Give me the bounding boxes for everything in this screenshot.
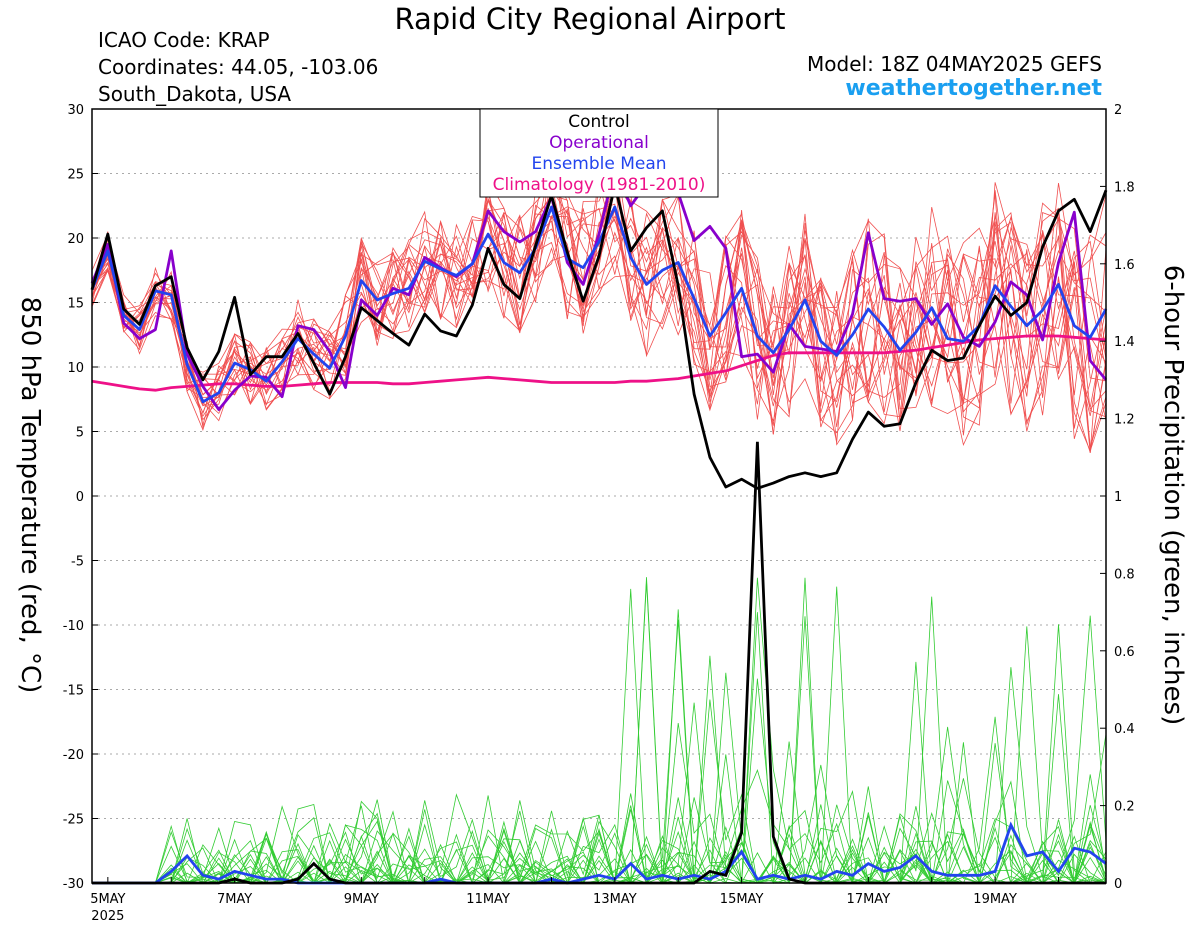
tick-label-x: 5MAY xyxy=(90,892,125,907)
tick-label-right: 0.4 xyxy=(1114,722,1135,737)
legend-entry: Operational xyxy=(549,133,649,153)
tick-label-left: -25 xyxy=(63,813,84,828)
tick-label-left: 5 xyxy=(76,426,84,441)
tick-label-right: 0.6 xyxy=(1114,645,1135,660)
legend-entry: Climatology (1981-2010) xyxy=(493,175,706,195)
temp-member-line xyxy=(91,163,1107,447)
precip-member-line xyxy=(92,577,1107,885)
precip-member-line xyxy=(92,672,1107,884)
tick-label-right: 0.8 xyxy=(1114,567,1135,582)
ensemble-mean-precip-line xyxy=(92,821,1107,885)
tick-label-x-year: 2025 xyxy=(91,909,124,924)
legend-entry: Control xyxy=(568,112,629,132)
tick-label-right: 1.4 xyxy=(1114,335,1135,350)
tick-label-right: 2 xyxy=(1114,103,1122,118)
tick-label-left: -15 xyxy=(63,684,84,699)
tick-label-x: 11MAY xyxy=(466,892,510,907)
tick-label-right: 1.2 xyxy=(1114,413,1135,428)
tick-label-left: -5 xyxy=(71,555,84,570)
tick-label-right: 0.2 xyxy=(1114,800,1135,815)
legend-box xyxy=(479,108,719,198)
precip-member-line xyxy=(92,577,1107,884)
tick-label-left: 10 xyxy=(67,361,84,376)
tick-label-x: 9MAY xyxy=(344,892,379,907)
tick-label-left: 20 xyxy=(67,232,84,247)
precip-members xyxy=(92,577,1107,885)
temp-member-line xyxy=(91,178,1107,435)
temp-member-line xyxy=(91,158,1107,453)
tick-label-left: -30 xyxy=(63,877,84,892)
temp-member-line xyxy=(91,189,1107,436)
tick-label-left: -10 xyxy=(63,619,84,634)
temp-member-line xyxy=(91,194,1107,432)
tick-label-right: 1.6 xyxy=(1114,258,1135,273)
temp-member-line xyxy=(91,150,1107,434)
chart-title: Rapid City Regional Airport xyxy=(394,2,786,36)
legend-entry: Ensemble Mean xyxy=(531,154,666,174)
tick-label-left: 30 xyxy=(67,103,84,118)
tick-label-x: 15MAY xyxy=(720,892,764,907)
tick-label-x: 19MAY xyxy=(973,892,1017,907)
tick-label-left: 0 xyxy=(76,490,84,505)
tick-label-x: 13MAY xyxy=(593,892,637,907)
tick-label-x: 17MAY xyxy=(847,892,891,907)
coordinates: Coordinates: 44.05, -103.06 xyxy=(98,55,379,79)
precip-member-line xyxy=(92,577,1107,885)
tick-label-left: -20 xyxy=(63,748,84,763)
y-axis-left-label: 850 hPa Temperature (red, °C) xyxy=(15,296,45,694)
precip-member-line xyxy=(92,612,1107,884)
tick-label-right: 0 xyxy=(1114,877,1122,892)
precip-member-line xyxy=(92,615,1107,884)
tick-label-right: 1 xyxy=(1114,490,1122,505)
site-link[interactable]: weathertogether.net xyxy=(845,76,1102,101)
precip-member-line xyxy=(92,609,1106,885)
tick-label-right: 1.8 xyxy=(1114,180,1135,195)
precip-member-line xyxy=(92,624,1106,885)
precip-member-line xyxy=(92,626,1107,885)
model-run: Model: 18Z 04MAY2025 GEFS xyxy=(807,52,1102,76)
tick-label-x: 7MAY xyxy=(217,892,252,907)
tick-label-left: 25 xyxy=(67,168,84,183)
control-temp-line xyxy=(90,183,1108,490)
icao-code: ICAO Code: KRAP xyxy=(98,28,270,52)
precip-member-line xyxy=(92,800,1106,884)
climatology-line xyxy=(91,334,1107,392)
tick-label-left: 15 xyxy=(67,297,84,312)
region: South_Dakota, USA xyxy=(98,82,292,106)
ensemble-mean-temp-line xyxy=(90,205,1108,404)
temp-member-line xyxy=(91,183,1107,431)
y-axis-right-label: 6-hour Precipitation (green, inches) xyxy=(1158,264,1188,726)
